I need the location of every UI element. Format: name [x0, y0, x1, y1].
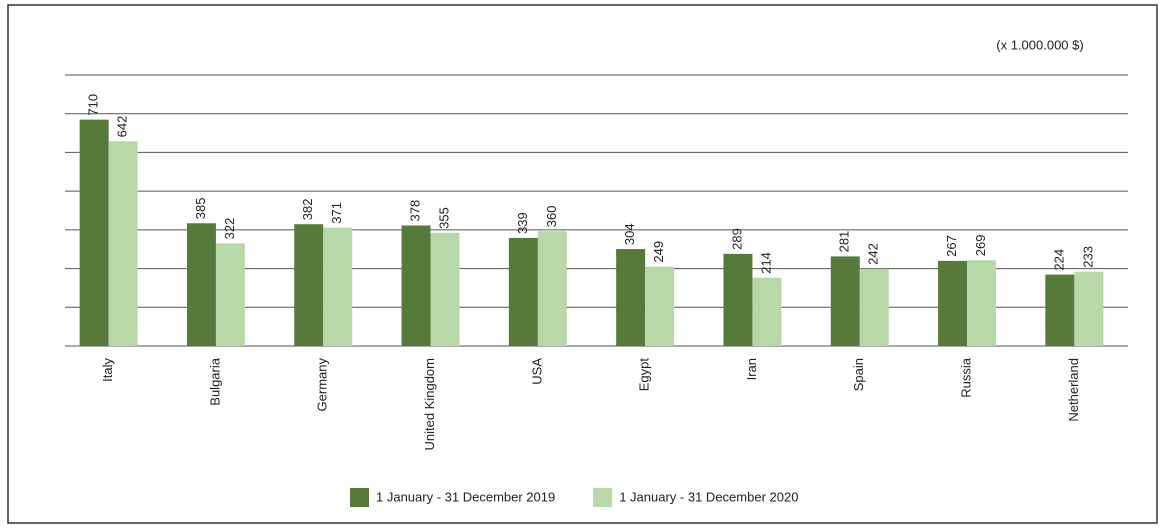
x-tick-label: United Kingdom: [422, 358, 437, 451]
bar: [645, 266, 675, 346]
x-tick-label: Bulgaria: [207, 357, 222, 405]
bar: [401, 225, 431, 346]
value-label: 378: [407, 200, 422, 222]
value-label: 233: [1080, 246, 1095, 268]
value-label: 281: [837, 231, 852, 253]
legend-label: 1 January - 31 December 2020: [619, 489, 798, 504]
bar: [938, 260, 968, 346]
bar: [186, 223, 216, 346]
value-label: 322: [222, 218, 237, 240]
legend-swatch: [593, 488, 613, 507]
x-tick-label: Germany: [315, 358, 330, 412]
value-label: 642: [115, 116, 130, 138]
legend-label: 1 January - 31 December 2019: [376, 489, 555, 504]
bar: [79, 119, 109, 347]
legend-swatch: [350, 488, 369, 507]
bar: [537, 231, 567, 346]
bar: [323, 227, 353, 346]
value-label: 382: [300, 199, 315, 221]
value-label: 710: [86, 94, 101, 116]
value-label: 224: [1051, 249, 1066, 271]
value-label: 360: [544, 206, 559, 228]
bar: [215, 243, 245, 346]
bar: [1045, 274, 1075, 346]
bar: [752, 277, 782, 346]
value-label: 214: [758, 252, 773, 274]
x-tick-label: Egypt: [637, 358, 652, 392]
value-label: 304: [622, 223, 637, 245]
value-label: 355: [436, 207, 451, 229]
bar: [723, 253, 753, 346]
frame: [7, 4, 1158, 524]
value-label: 269: [973, 235, 988, 257]
value-label: 289: [729, 228, 744, 250]
value-label: 371: [329, 202, 344, 224]
value-label: 242: [866, 243, 881, 265]
x-tick-label: Iran: [744, 358, 759, 380]
bar: [859, 268, 889, 346]
bar: [430, 232, 460, 346]
bar: [830, 256, 860, 346]
bar: [1074, 271, 1104, 346]
x-tick-label: USA: [529, 358, 544, 385]
value-label: 267: [944, 235, 959, 257]
x-tick-label: Spain: [851, 358, 866, 391]
x-tick-label: Netherland: [1066, 358, 1081, 422]
bar: [108, 141, 138, 346]
bar: [967, 260, 997, 346]
x-tick-label: Italy: [100, 358, 115, 382]
value-label: 339: [515, 212, 530, 234]
unit-note: (x 1.000.000 $): [996, 37, 1083, 52]
bar: [294, 224, 324, 346]
value-label: 249: [651, 241, 666, 263]
bar: [616, 249, 646, 346]
bar: [508, 237, 538, 346]
x-tick-label: Russia: [958, 357, 973, 398]
value-label: 385: [193, 198, 208, 220]
